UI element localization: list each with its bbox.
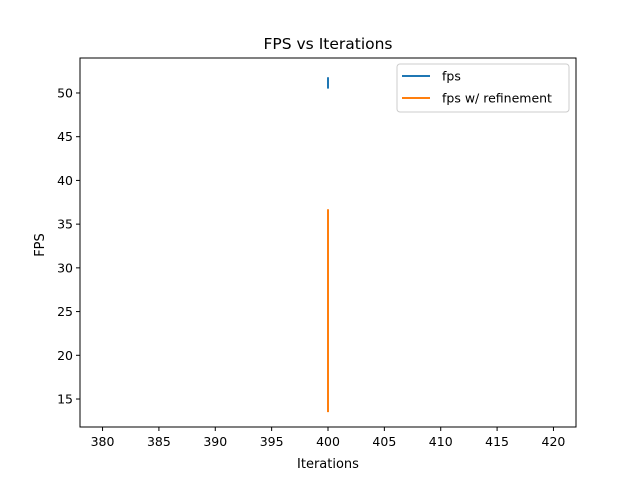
y-tick-label-1: 20 bbox=[57, 348, 73, 363]
chart-title: FPS vs Iterations bbox=[263, 35, 392, 53]
x-axis-label: Iterations bbox=[297, 457, 359, 472]
plot-area: 380 385 390 395 400 405 410 415 420 15 20 25 30 35 40 4… bbox=[57, 57, 577, 449]
x-tick-label-8: 420 bbox=[542, 434, 566, 449]
y-tick-label-7: 50 bbox=[57, 85, 73, 100]
x-tick-label-3: 395 bbox=[260, 434, 284, 449]
legend-label-1: fps w/ refinement bbox=[442, 91, 552, 106]
legend-box bbox=[396, 63, 570, 113]
y-tick-label-4: 35 bbox=[57, 217, 73, 232]
x-tick-label-4: 400 bbox=[316, 434, 340, 449]
y-tick-label-5: 40 bbox=[57, 173, 73, 188]
legend-label-0: fps bbox=[442, 69, 461, 84]
x-tick-label-1: 385 bbox=[147, 434, 171, 449]
x-tick-label-5: 405 bbox=[372, 434, 396, 449]
y-axis-label: FPS bbox=[33, 233, 48, 257]
y-tick-label-2: 25 bbox=[57, 304, 73, 319]
y-tick-label-3: 30 bbox=[57, 260, 73, 275]
y-tick-label-6: 45 bbox=[57, 129, 73, 144]
y-tick-label-0: 15 bbox=[57, 392, 73, 407]
x-tick-label-7: 415 bbox=[485, 434, 509, 449]
x-tick-label-6: 410 bbox=[429, 434, 453, 449]
x-tick-label-2: 390 bbox=[203, 434, 227, 449]
x-tick-label-0: 380 bbox=[91, 434, 115, 449]
